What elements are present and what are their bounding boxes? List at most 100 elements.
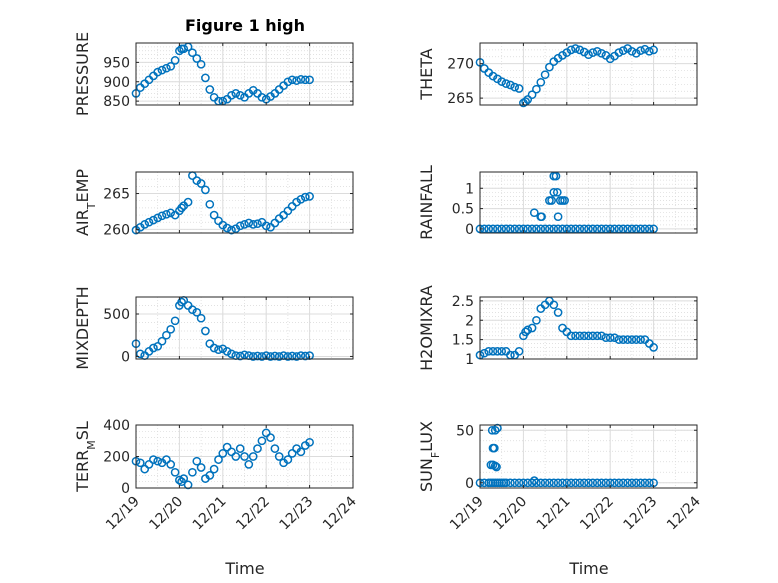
y-tick-label: 850 — [103, 94, 130, 110]
data-point — [253, 219, 262, 229]
data-point — [527, 90, 537, 100]
data-point — [270, 351, 280, 361]
data-point — [575, 45, 585, 55]
data-point — [649, 45, 658, 55]
data-point — [575, 331, 585, 341]
data-point — [618, 335, 628, 344]
data-point — [175, 475, 184, 485]
data-point — [601, 333, 611, 343]
data-point — [300, 192, 310, 202]
data-point — [149, 455, 158, 464]
y-tick-label: 260 — [103, 222, 130, 238]
data-point — [549, 224, 559, 234]
data-point — [283, 455, 293, 464]
data-point — [214, 345, 223, 355]
data-point — [636, 46, 645, 55]
data-point — [497, 346, 507, 356]
data-point — [597, 331, 606, 341]
y-axis-label: SUNFLUX — [417, 421, 442, 492]
data-point — [506, 224, 515, 234]
data-point — [584, 478, 593, 488]
data-point — [532, 84, 541, 94]
data-point — [140, 220, 150, 229]
axes-box — [135, 296, 354, 360]
data-point — [177, 297, 186, 307]
data-point — [514, 346, 524, 356]
data-point — [631, 224, 641, 234]
data-point — [584, 50, 593, 60]
y-axis-label-suffix: LUX — [417, 421, 436, 452]
data-point — [192, 456, 202, 466]
data-point — [492, 462, 501, 472]
data-point — [597, 48, 606, 58]
data-point — [287, 449, 297, 458]
data-point — [157, 211, 167, 221]
data-point — [292, 197, 301, 207]
data-point — [166, 460, 176, 469]
data-point — [493, 74, 502, 84]
y-axis-label-subscript: M — [85, 440, 98, 450]
data-point — [170, 210, 180, 220]
data-point — [549, 187, 559, 197]
data-point — [601, 478, 611, 488]
data-point — [627, 46, 637, 56]
data-point — [597, 224, 606, 234]
y-axis-label: THETA — [417, 48, 436, 100]
data-point — [490, 461, 500, 471]
data-point — [571, 331, 580, 341]
data-point — [610, 478, 619, 488]
y-axis-label-main: THETA — [417, 48, 436, 100]
data-point — [144, 460, 154, 469]
data-point — [527, 224, 537, 234]
data-point — [488, 71, 498, 81]
data-point — [287, 75, 297, 85]
data-point — [506, 478, 515, 488]
y-tick-label: 2 — [465, 313, 474, 329]
data-point — [196, 59, 206, 69]
data-point — [497, 77, 507, 86]
data-point — [296, 75, 306, 84]
data-point — [196, 179, 206, 188]
data-point — [300, 351, 310, 361]
data-point — [300, 75, 310, 85]
subplot-theta: 265 270 THETA — [417, 42, 698, 108]
x-axis-label-left: Time — [224, 559, 264, 578]
y-tick-label: 500 — [103, 307, 130, 323]
y-axis-label-main: RAINFALL — [417, 165, 436, 240]
data-point — [287, 202, 297, 211]
data-point — [487, 425, 497, 435]
data-point — [527, 323, 537, 333]
data-point — [553, 478, 563, 488]
x-axis-label-right: Time — [568, 559, 608, 578]
data-point — [257, 92, 267, 102]
axes-box — [479, 424, 698, 489]
data-point — [205, 471, 215, 480]
data-point — [201, 185, 210, 195]
data-point — [510, 478, 520, 488]
data-point — [579, 331, 589, 341]
data-point — [527, 478, 537, 488]
data-point — [235, 351, 245, 361]
data-point — [592, 478, 602, 488]
subplot-air: 260 265 AIRTEMP — [73, 169, 354, 238]
data-point — [614, 335, 624, 344]
y-tick-label: 1 — [465, 352, 474, 368]
data-point — [240, 452, 249, 461]
data-point — [201, 73, 210, 83]
data-point — [270, 218, 280, 228]
data-point — [618, 46, 628, 55]
data-point — [283, 352, 293, 361]
data-point — [166, 208, 176, 218]
data-point — [592, 224, 602, 234]
data-point — [566, 478, 576, 488]
data-point — [266, 352, 275, 361]
data-point — [157, 65, 167, 75]
data-point — [274, 452, 284, 461]
data-point — [162, 209, 171, 219]
y-tick-label: 400 — [103, 418, 130, 434]
data-point — [170, 56, 180, 65]
y-axis-label-main: H2OMIXRA — [417, 285, 436, 371]
data-point — [631, 335, 641, 344]
data-point — [523, 224, 533, 234]
data-point — [614, 48, 624, 57]
